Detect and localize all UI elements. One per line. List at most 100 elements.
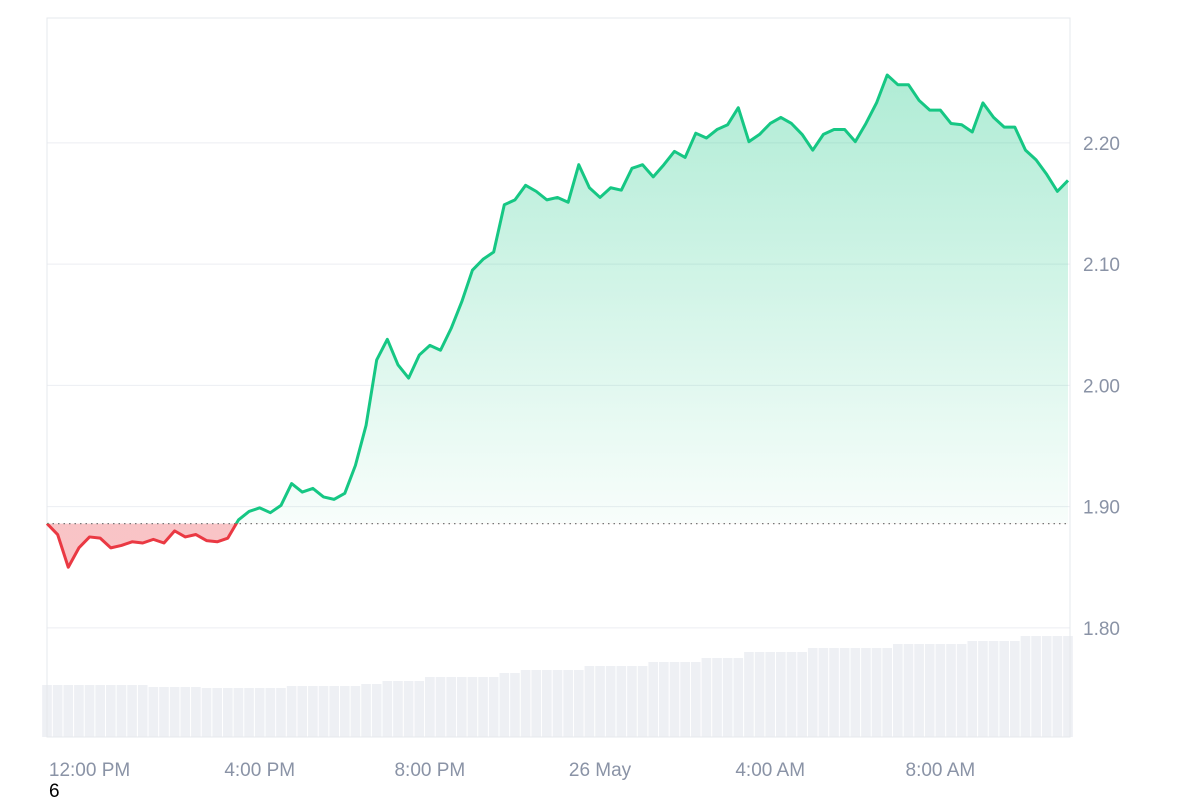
volume-bar xyxy=(669,662,680,737)
y-tick-label: 1.80 xyxy=(1083,619,1120,640)
footnote: 6 xyxy=(49,781,60,800)
plot-frame xyxy=(46,17,1071,738)
volume-bar xyxy=(201,688,212,737)
volume-bar xyxy=(999,641,1010,737)
volume-bar xyxy=(297,686,308,737)
volume-bar xyxy=(169,687,180,737)
volume-bar xyxy=(254,688,265,737)
volume-bar xyxy=(233,688,244,737)
volume-bar xyxy=(733,658,744,737)
x-tick-label: 12:00 PM xyxy=(49,760,130,781)
volume-bar xyxy=(1020,636,1031,737)
volume-bar xyxy=(137,685,148,737)
price-area xyxy=(47,74,1068,568)
volume-bar xyxy=(584,666,595,737)
volume-bar xyxy=(956,644,967,737)
volume-bar xyxy=(903,644,914,737)
x-tick-label: 4:00 AM xyxy=(735,760,805,781)
volume-bar xyxy=(488,677,499,737)
volume-bar xyxy=(414,681,425,737)
volume-bar xyxy=(573,670,584,737)
volume-bar xyxy=(74,685,84,737)
volume-bar xyxy=(329,686,339,737)
volume-bar xyxy=(499,673,510,737)
volume-bar xyxy=(1052,636,1063,737)
volume-bar xyxy=(861,648,871,737)
volume-bar xyxy=(829,648,839,737)
volume-bar xyxy=(403,681,414,737)
volume-bar xyxy=(510,673,520,737)
volume-bar xyxy=(776,652,786,737)
volume-bar xyxy=(276,688,286,737)
volume-bar xyxy=(542,670,552,737)
volume-bar xyxy=(839,648,850,737)
volume-bar xyxy=(595,666,605,737)
volume-bar xyxy=(371,684,382,737)
volume-bar xyxy=(648,662,659,737)
volume-bar xyxy=(967,641,978,737)
volume-bar xyxy=(935,644,946,737)
volume-bar xyxy=(531,670,542,737)
volume-bar xyxy=(308,686,318,737)
volume-bar xyxy=(478,677,488,737)
volume-bar xyxy=(893,644,903,737)
volume-bar xyxy=(84,685,95,737)
volume-bar xyxy=(786,652,797,737)
volume-bar xyxy=(467,677,478,737)
volume-bar xyxy=(563,670,573,737)
volume-bar xyxy=(744,652,754,737)
volume-bar xyxy=(924,644,935,737)
volume-bar xyxy=(159,687,169,737)
volume-bar xyxy=(222,688,233,737)
volume-bar xyxy=(52,685,63,737)
volume-bar xyxy=(318,686,329,737)
volume-bar xyxy=(393,681,403,737)
x-tick-label: 26 May xyxy=(569,760,632,781)
x-tick-label: 4:00 PM xyxy=(224,760,295,781)
volume-bar xyxy=(425,677,435,737)
x-tick-label: 8:00 PM xyxy=(394,760,465,781)
volume-bar xyxy=(63,685,74,737)
volume-bar xyxy=(127,685,137,737)
volume-bar xyxy=(116,685,127,737)
volume-bar xyxy=(520,670,531,737)
volume-bar xyxy=(1031,636,1041,737)
volume-bar xyxy=(191,687,201,737)
volume-bar xyxy=(818,648,829,737)
volume-bar xyxy=(95,685,105,737)
plot-layer xyxy=(45,73,1070,569)
volume-bar xyxy=(871,648,882,737)
volume-bar xyxy=(807,648,818,737)
volume-bar xyxy=(148,687,159,737)
label-layer: 1.80 1.90 2.00 2.10 2.20 12:00 PM 4:00 PM 8:00 … xyxy=(49,134,1120,781)
volume-bar xyxy=(1063,636,1073,737)
y-tick-label: 2.10 xyxy=(1083,255,1120,276)
volume-bar xyxy=(712,658,722,737)
volume-bar xyxy=(701,658,712,737)
volume-bar xyxy=(456,677,467,737)
volume-bar xyxy=(754,652,765,737)
volume-bar xyxy=(1010,641,1020,737)
volume-bar xyxy=(680,662,690,737)
y-tick-label: 2.20 xyxy=(1083,134,1120,155)
volume-bar xyxy=(605,666,616,737)
volume-bar xyxy=(627,666,637,737)
volume-bar xyxy=(361,684,371,737)
volume-bar xyxy=(244,688,254,737)
volume-bar xyxy=(978,641,988,737)
x-tick-label: 8:00 AM xyxy=(906,760,976,781)
volume-layer xyxy=(42,636,1073,737)
y-tick-label: 2.00 xyxy=(1083,376,1120,397)
y-tick-label: 1.90 xyxy=(1083,498,1120,519)
volume-bar xyxy=(914,644,924,737)
volume-bar xyxy=(350,686,361,737)
volume-bar xyxy=(446,677,456,737)
volume-bar xyxy=(382,681,393,737)
volume-bar xyxy=(286,686,297,737)
volume-bar xyxy=(690,662,701,737)
volume-bar xyxy=(1041,636,1052,737)
volume-bar xyxy=(265,688,276,737)
volume-bar xyxy=(659,662,669,737)
volume-bar xyxy=(212,688,222,737)
